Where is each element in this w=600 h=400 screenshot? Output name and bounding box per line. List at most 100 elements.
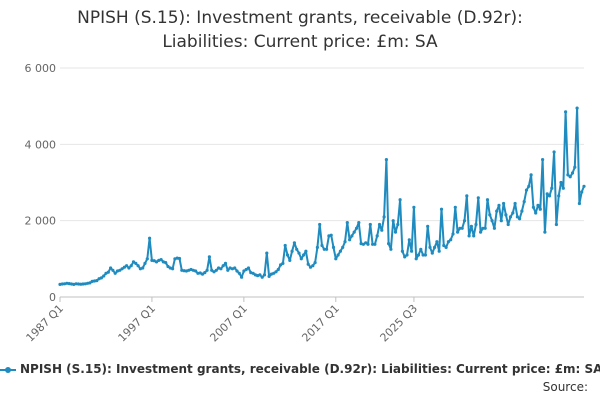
data-point[interactable] (194, 269, 198, 273)
data-point[interactable] (350, 234, 354, 238)
data-point[interactable] (297, 251, 301, 255)
data-point[interactable] (561, 186, 565, 190)
data-point[interactable] (338, 249, 342, 253)
data-point[interactable] (559, 180, 563, 185)
data-point[interactable] (154, 260, 159, 264)
data-point[interactable] (118, 268, 122, 272)
data-point[interactable] (120, 267, 124, 271)
data-point[interactable] (545, 192, 549, 196)
data-point[interactable] (288, 258, 292, 262)
data-point[interactable] (568, 175, 572, 179)
data-point[interactable] (272, 271, 276, 275)
data-point[interactable] (483, 226, 487, 230)
data-point[interactable] (352, 230, 356, 234)
data-point[interactable] (577, 201, 582, 206)
data-point[interactable] (462, 219, 467, 223)
data-point[interactable] (538, 207, 542, 211)
data-point[interactable] (267, 274, 271, 278)
data-point[interactable] (233, 266, 237, 270)
data-point[interactable] (171, 267, 175, 271)
data-point[interactable] (515, 215, 520, 219)
data-point[interactable] (109, 266, 113, 270)
data-point[interactable] (573, 165, 577, 169)
data-point[interactable] (159, 258, 163, 262)
data-point[interactable] (504, 213, 508, 217)
data-point[interactable] (582, 184, 586, 188)
data-point[interactable] (499, 219, 503, 223)
data-point[interactable] (212, 270, 216, 274)
data-point[interactable] (148, 236, 152, 240)
data-point[interactable] (444, 245, 448, 249)
data-point[interactable] (430, 251, 434, 255)
data-point[interactable] (453, 205, 457, 209)
data-point[interactable] (331, 245, 336, 249)
data-point[interactable] (336, 253, 340, 257)
data-point[interactable] (566, 173, 570, 177)
data-point[interactable] (99, 276, 103, 280)
data-point[interactable] (460, 226, 464, 230)
data-point[interactable] (446, 240, 450, 244)
data-point[interactable] (343, 240, 347, 244)
data-point[interactable] (345, 221, 349, 225)
data-point[interactable] (364, 241, 368, 245)
data-point[interactable] (221, 264, 225, 268)
data-point[interactable] (302, 253, 306, 257)
data-point[interactable] (527, 184, 531, 188)
data-point[interactable] (490, 219, 494, 223)
data-point[interactable] (495, 209, 499, 213)
data-point[interactable] (325, 247, 329, 251)
data-point[interactable] (134, 261, 138, 265)
data-point[interactable] (435, 240, 439, 244)
data-point[interactable] (508, 215, 513, 219)
data-point[interactable] (520, 209, 524, 213)
data-point[interactable] (449, 238, 453, 242)
data-point[interactable] (240, 275, 244, 279)
data-point[interactable] (219, 267, 223, 271)
data-point[interactable] (177, 256, 182, 261)
data-point[interactable] (474, 222, 478, 227)
data-point[interactable] (214, 268, 218, 272)
data-point[interactable] (575, 106, 579, 110)
data-point[interactable] (407, 238, 411, 242)
data-point[interactable] (366, 242, 370, 246)
data-point[interactable] (384, 158, 388, 162)
data-point[interactable] (145, 257, 149, 261)
data-point[interactable] (285, 253, 290, 257)
data-point[interactable] (203, 271, 207, 275)
data-point[interactable] (564, 110, 568, 114)
data-point[interactable] (371, 242, 375, 246)
data-point[interactable] (393, 230, 398, 234)
data-point[interactable] (547, 194, 552, 198)
data-point[interactable] (403, 255, 407, 259)
data-point[interactable] (389, 247, 393, 251)
data-point[interactable] (456, 230, 460, 234)
data-point[interactable] (423, 253, 427, 257)
data-point[interactable] (469, 224, 473, 228)
data-point[interactable] (414, 257, 418, 261)
data-point[interactable] (164, 261, 168, 265)
data-point[interactable] (405, 253, 409, 257)
data-point[interactable] (207, 255, 211, 259)
data-point[interactable] (88, 281, 92, 285)
data-point[interactable] (205, 268, 209, 272)
data-point[interactable] (506, 222, 510, 227)
data-point[interactable] (377, 222, 382, 227)
data-point[interactable] (419, 247, 423, 251)
data-point[interactable] (304, 249, 308, 253)
data-point[interactable] (341, 245, 345, 249)
data-point[interactable] (113, 271, 117, 275)
data-point[interactable] (439, 207, 444, 211)
data-point[interactable] (398, 198, 402, 202)
data-point[interactable] (361, 242, 365, 246)
data-point[interactable] (550, 186, 554, 190)
data-point[interactable] (492, 226, 496, 230)
data-point[interactable] (311, 264, 315, 268)
data-point[interactable] (416, 253, 421, 257)
data-point[interactable] (421, 253, 425, 257)
data-point[interactable] (315, 245, 319, 249)
data-point[interactable] (318, 222, 322, 227)
data-point[interactable] (276, 267, 280, 272)
data-point[interactable] (237, 271, 241, 275)
data-point[interactable] (131, 260, 136, 264)
data-point[interactable] (348, 238, 352, 242)
